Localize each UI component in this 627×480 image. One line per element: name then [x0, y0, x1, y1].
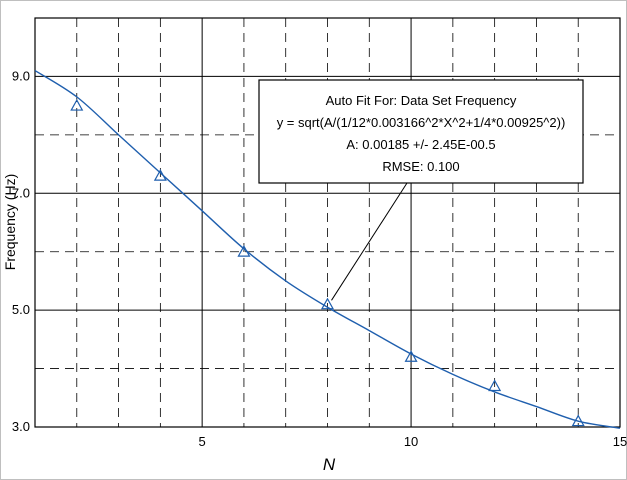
- plot-area-border: [34, 17, 621, 428]
- data-point-triangle: [320, 297, 335, 310]
- annotation-line-rmse: RMSE: 0.100: [382, 159, 459, 174]
- x-tick-label: 10: [404, 434, 418, 449]
- annotation-box: [258, 79, 584, 184]
- fit-curve-line: [34, 69, 621, 429]
- y-axis-title: Frequency (Hz): [2, 174, 18, 270]
- annotation-line-title: Auto Fit For: Data Set Frequency: [326, 93, 517, 108]
- annotation-leader-line: [331, 182, 408, 301]
- annotation-line-equation: y = sqrt(A/(1/12*0.003166^2*X^2+1/4*0.00…: [277, 115, 566, 130]
- data-point-triangle: [70, 98, 84, 111]
- data-point-triangle: [237, 244, 251, 257]
- y-tick-label: 7.0: [12, 185, 30, 200]
- fit-annotation: Auto Fit For: Data Set Frequency y = sqr…: [258, 79, 584, 301]
- data-point-triangle: [404, 350, 418, 362]
- x-tick-label: 15: [613, 434, 627, 449]
- tick-layer: 5 10 15 3.0 5.0 7.0 9.0: [12, 68, 627, 449]
- data-point-triangle: [571, 414, 585, 427]
- y-tick-label: 5.0: [12, 302, 30, 317]
- y-tick-label: 9.0: [12, 68, 30, 83]
- x-axis-title: N: [323, 455, 336, 474]
- y-tick-label: 3.0: [12, 419, 30, 434]
- data-point-triangle: [488, 379, 502, 392]
- x-tick-label: 5: [199, 434, 206, 449]
- annotation-line-parameter: A: 0.00185 +/- 2.45E-00.5: [346, 137, 495, 152]
- grid-layer: [35, 18, 620, 427]
- series-layer: [34, 69, 621, 429]
- data-point-triangle: [153, 169, 167, 181]
